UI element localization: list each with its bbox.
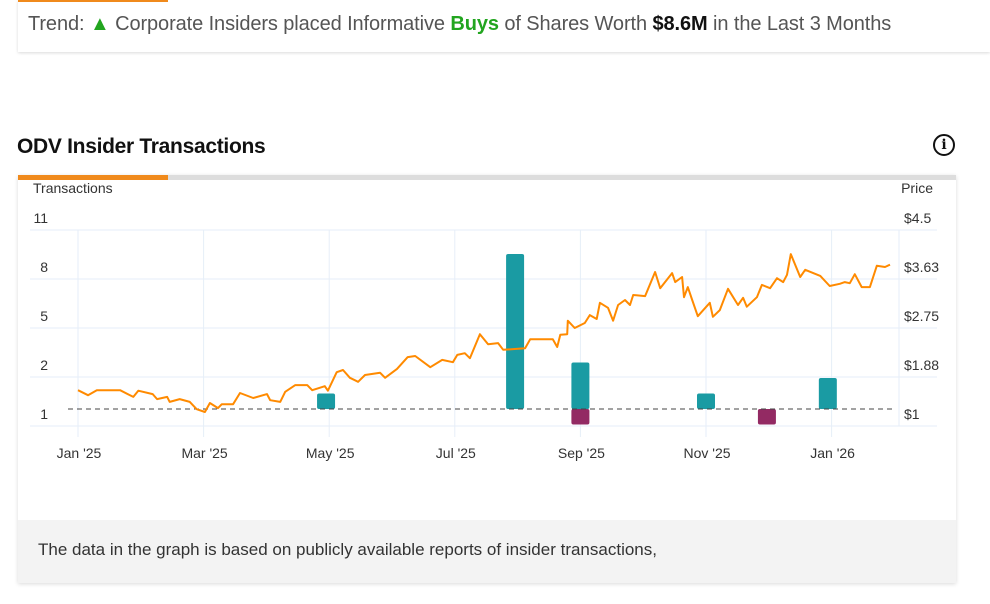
chart-tab-active[interactable] [18, 175, 168, 180]
trend-text-1: Corporate Insiders placed Informative [115, 13, 445, 35]
left-tick-label: 5 [40, 308, 48, 324]
trend-accent-bar [18, 0, 168, 2]
info-circle-icon[interactable]: i [933, 134, 955, 156]
trend-banner: Trend: ▲ Corporate Insiders placed Infor… [18, 0, 990, 52]
buy-bar [818, 378, 837, 409]
trend-text-3: in the Last 3 Months [713, 13, 892, 35]
trend-prefix: Trend: [28, 13, 85, 35]
left-tick-label: 1 [40, 406, 48, 422]
right-tick-label: $3.63 [904, 259, 939, 275]
price-line [77, 253, 891, 413]
sell-bar [571, 409, 590, 425]
x-tick-label: Mar '25 [181, 445, 227, 461]
buy-bar [506, 254, 525, 409]
trend-amount: $8.6M [652, 13, 708, 35]
x-tick-label: Jul '25 [436, 445, 476, 461]
chart-card: The data in the graph is based on public… [18, 175, 956, 583]
buy-bar [571, 362, 590, 409]
footer-text: The data in the graph is based on public… [38, 540, 657, 559]
x-tick-label: Nov '25 [683, 445, 730, 461]
sell-bar [757, 409, 776, 425]
right-axis-label: Price [901, 180, 933, 196]
buy-bar [317, 393, 336, 409]
buy-bar [697, 393, 715, 409]
left-axis-label: Transactions [33, 180, 113, 196]
right-tick-label: $1 [904, 406, 920, 422]
left-tick-label: 8 [40, 259, 48, 275]
x-tick-label: Jan '26 [810, 445, 855, 461]
x-tick-label: May '25 [306, 445, 355, 461]
chart-footer: The data in the graph is based on public… [18, 520, 956, 583]
x-tick-label: Jan '25 [57, 445, 102, 461]
right-tick-label: $4.5 [904, 210, 931, 226]
section-title: ODV Insider Transactions [17, 135, 266, 158]
right-tick-label: $1.88 [904, 357, 939, 373]
trend-buys: Buys [450, 13, 499, 35]
trend-text: Trend: ▲ Corporate Insiders placed Infor… [28, 13, 891, 36]
left-tick-label: 11 [33, 210, 48, 226]
chart-tab-bar [18, 175, 956, 180]
trend-up-arrow-icon: ▲ [89, 13, 110, 35]
right-tick-label: $2.75 [904, 308, 939, 324]
trend-text-2: of Shares Worth [504, 13, 648, 35]
left-tick-label: 2 [40, 357, 48, 373]
x-tick-label: Sep '25 [558, 445, 605, 461]
